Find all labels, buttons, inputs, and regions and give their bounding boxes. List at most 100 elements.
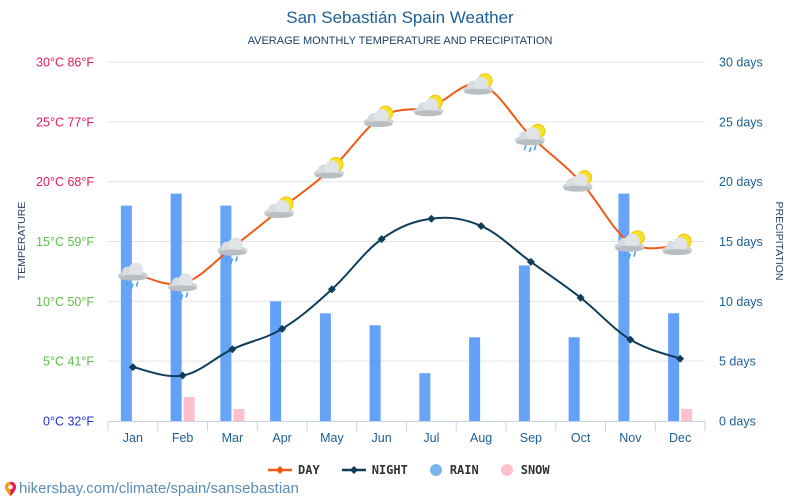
x-tick-label: Sep (520, 431, 542, 445)
night-point (526, 257, 535, 266)
rain-drop (230, 258, 234, 264)
y-left-tick-label: 20°C 68°F (36, 175, 94, 189)
cloud-shape (228, 237, 243, 252)
y-left-tick-label: 5°C 41°F (43, 355, 94, 369)
rain-drop (180, 294, 184, 300)
legend-item-rain[interactable]: RAIN (429, 463, 479, 477)
cloud-shape (168, 285, 197, 292)
night-point (128, 363, 137, 372)
legend-item-snow[interactable]: SNOW (500, 463, 550, 477)
cloud-shape (474, 76, 489, 91)
legend-label: DAY (298, 463, 320, 477)
legend-rain-marker (429, 464, 442, 476)
partly-sunny-icon (264, 196, 295, 218)
y-left-tick-label: 0°C 32°F (43, 415, 94, 429)
snow-bar (681, 409, 693, 421)
sun-rain-cloud-icon (514, 123, 546, 153)
x-tick-label: Nov (619, 431, 642, 445)
location-pin-icon (5, 481, 16, 496)
x-tick-label: Apr (272, 431, 291, 445)
rain-drop (628, 253, 632, 259)
rain-drop (185, 292, 189, 298)
cloud-shape (275, 199, 290, 214)
rain-cloud-icon (167, 273, 198, 300)
y-right-tick-label: 10 days (719, 295, 763, 309)
partly-sunny-icon (313, 157, 344, 179)
partly-sunny-icon (463, 73, 494, 95)
x-tick-label: Jan (123, 431, 143, 445)
night-point (626, 335, 635, 344)
cloud-shape (128, 262, 143, 277)
y-axis-right-label: PRECIPITATION (773, 202, 785, 281)
rain-drop (523, 144, 527, 151)
chart-title: San Sebastián Spain Weather (286, 8, 514, 27)
x-tick-label: Feb (172, 431, 194, 445)
rain-drop (225, 256, 229, 262)
rain-cloud-icon (117, 262, 148, 289)
night-point (477, 221, 486, 230)
y-right-tick-label: 30 days (719, 56, 763, 70)
cloud-shape (265, 211, 294, 218)
snow-bar (183, 397, 195, 421)
x-tick-label: Jul (423, 431, 439, 445)
y-right-tick-label: 15 days (719, 235, 763, 249)
rain-bar (270, 301, 282, 421)
source-link[interactable]: hikersbay.com/climate/spain/sansebastian (4, 480, 299, 497)
rain-bar (369, 325, 381, 421)
cloud-shape (663, 249, 692, 256)
rain-bar (170, 193, 182, 421)
legend-item-night[interactable]: NIGHT (341, 463, 408, 477)
y-right-tick-label: 20 days (719, 175, 763, 189)
snow-bar (233, 409, 245, 421)
legend-label: NIGHT (371, 463, 408, 477)
cloud-shape (673, 237, 688, 252)
night-point (576, 293, 585, 302)
partly-sunny-icon (413, 94, 444, 117)
night-point (427, 214, 436, 223)
cloud-shape (464, 88, 493, 95)
grid-lines (108, 61, 705, 362)
rain-drop (528, 146, 532, 153)
partly-sunny-icon (363, 105, 394, 128)
rain-drop (633, 251, 637, 257)
legend-label: SNOW (520, 463, 550, 477)
rain-drop (125, 281, 129, 287)
rain-drop (130, 283, 134, 289)
y-right-tick-label: 5 days (719, 355, 756, 369)
legend-snow-marker (500, 464, 513, 476)
chart-subtitle: AVERAGE MONTHLY TEMPERATURE AND PRECIPIT… (247, 35, 553, 47)
precipitation-bars (120, 193, 693, 421)
y-axis-left-ticks: 0°C 32°F 5°C 41°F 10°C 50°F 15°C 59°F 20°C 6… (36, 56, 94, 429)
x-tick-label: Aug (470, 431, 492, 445)
cloud-shape (178, 273, 193, 288)
legend-night-marker (341, 466, 366, 474)
rain-drop (135, 281, 139, 287)
cloud-shape (563, 185, 592, 192)
night-point (228, 345, 237, 354)
cloud-shape (424, 98, 439, 113)
y-left-tick-label: 10°C 50°F (36, 295, 94, 309)
cloud-shape (615, 245, 644, 252)
cloud-shape (118, 274, 147, 281)
cloud-shape (414, 110, 443, 117)
legend-item-day[interactable]: DAY (268, 463, 320, 477)
x-tick-label: Jun (372, 431, 392, 445)
day-temperature-line (132, 82, 681, 286)
cloud-shape (625, 233, 640, 248)
legend: DAY NIGHT RAIN SNOW (268, 463, 572, 477)
x-axis: Jan Feb Mar Apr May Jun Jul Aug Sep Oct Nov Dec (107, 421, 706, 445)
cloud-shape (364, 121, 393, 128)
rain-bar (419, 373, 431, 421)
legend-label: RAIN (449, 463, 479, 477)
legend-day-marker (268, 466, 292, 474)
cloud-shape (573, 173, 588, 188)
cloud-shape (515, 139, 544, 146)
partly-sunny-icon (562, 170, 593, 192)
y-left-tick-label: 15°C 59°F (36, 235, 94, 249)
rain-bar (469, 337, 481, 421)
rain-drop (235, 256, 239, 262)
x-tick-label: Oct (571, 431, 591, 445)
weather-icons (117, 73, 693, 300)
sun-rain-cloud-icon (614, 230, 645, 259)
night-point (178, 371, 187, 380)
